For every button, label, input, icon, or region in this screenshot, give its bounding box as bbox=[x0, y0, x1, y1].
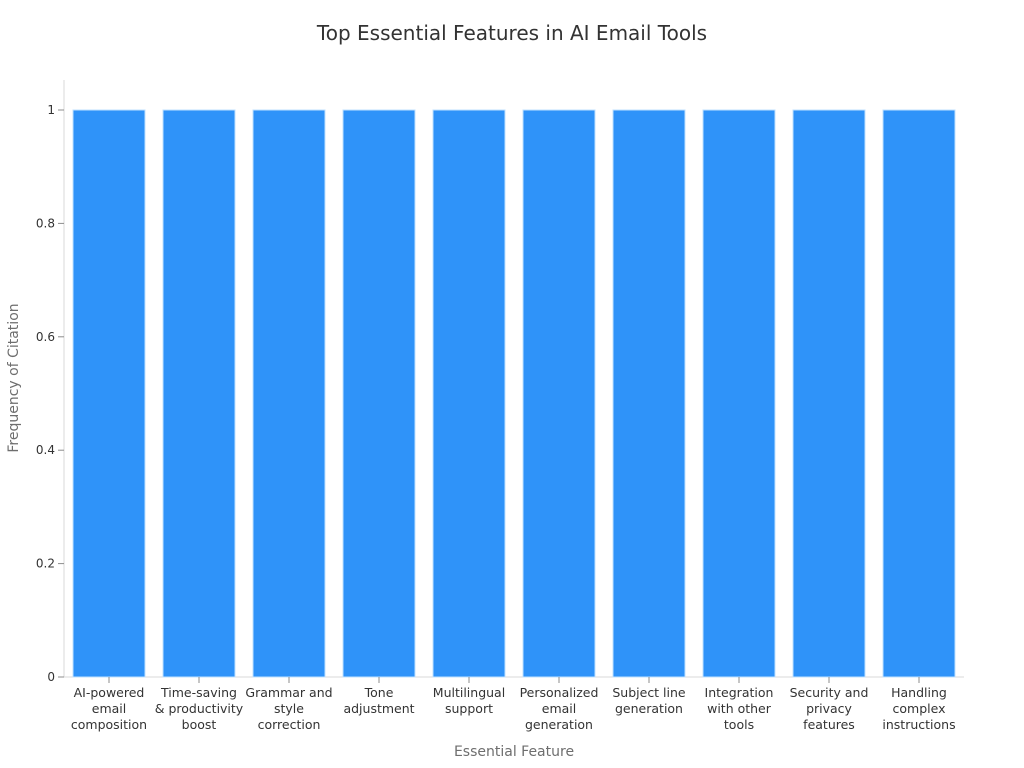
x-tick-label-line: & productivity bbox=[155, 701, 244, 716]
bar bbox=[342, 109, 416, 678]
y-tick-label: 0.6 bbox=[36, 330, 55, 344]
x-tick-label-line: with other bbox=[707, 701, 772, 716]
y-axis-title: Frequency of Citation bbox=[6, 303, 22, 452]
bar bbox=[72, 109, 146, 678]
bar bbox=[882, 109, 956, 678]
bar bbox=[522, 109, 596, 678]
x-tick-label-line: Integration bbox=[705, 685, 774, 700]
x-tick-label: Security and privacy features bbox=[790, 685, 869, 732]
x-tick-label: AI-powered email composition bbox=[71, 685, 147, 732]
x-tick-label-line: instructions bbox=[882, 717, 955, 732]
x-tick-label-line: adjustment bbox=[343, 701, 414, 716]
x-tick-label-line: features bbox=[803, 717, 855, 732]
x-tick-label-line: email bbox=[92, 701, 126, 716]
x-tick-label-line: generation bbox=[525, 717, 593, 732]
x-tick-label-line: Subject line bbox=[612, 685, 686, 700]
bar bbox=[612, 109, 686, 678]
x-tick-label-line: boost bbox=[182, 717, 217, 732]
plot-area: 00.20.40.60.81 AI-powered email compositio… bbox=[36, 80, 964, 732]
y-axis-ticks: 0 0.2 0.4 0.6 0.8 1 bbox=[36, 103, 64, 684]
x-tick-label-line: correction bbox=[258, 717, 321, 732]
x-tick-label-line: Time-saving bbox=[160, 685, 237, 700]
bar bbox=[432, 109, 506, 678]
x-tick-label-line: email bbox=[542, 701, 576, 716]
y-tick-label: 0.4 bbox=[36, 443, 55, 457]
x-axis-title: Essential Feature bbox=[454, 744, 574, 760]
x-tick-label-line: support bbox=[445, 701, 493, 716]
y-tick-label: 0.2 bbox=[36, 557, 55, 571]
x-tick-label-line: Security and bbox=[790, 685, 869, 700]
bar bbox=[702, 109, 776, 678]
bar bbox=[162, 109, 236, 678]
bar bbox=[792, 109, 866, 678]
x-tick-label-line: style bbox=[274, 701, 304, 716]
x-tick-label-line: Personalized bbox=[520, 685, 599, 700]
x-tick-label-line: privacy bbox=[806, 701, 852, 716]
x-tick-label: Time-saving & productivity boost bbox=[155, 685, 244, 732]
x-tick-label-line: AI-powered bbox=[74, 685, 145, 700]
y-tick-label: 0 bbox=[47, 670, 55, 684]
x-tick-label-line: Grammar and bbox=[245, 685, 332, 700]
x-tick-label: Subject line generation bbox=[612, 685, 686, 716]
bar bbox=[252, 109, 326, 678]
x-tick-label-line: tools bbox=[724, 717, 754, 732]
x-tick-label: Tone adjustment bbox=[343, 685, 414, 716]
bars bbox=[72, 109, 956, 678]
y-tick-label: 1 bbox=[47, 103, 55, 117]
x-tick-label-line: Multilingual bbox=[433, 685, 505, 700]
x-tick-label-line: Tone bbox=[364, 685, 394, 700]
chart-title: Top Essential Features in AI Email Tools bbox=[316, 21, 707, 45]
y-tick-label: 0.8 bbox=[36, 216, 55, 230]
x-tick-label-line: generation bbox=[615, 701, 683, 716]
x-tick-label: Handling complex instructions bbox=[882, 685, 955, 732]
x-tick-label-line: complex bbox=[893, 701, 946, 716]
x-tick-label: Integration with other tools bbox=[705, 685, 774, 732]
x-tick-label: Personalized email generation bbox=[520, 685, 599, 732]
x-tick-label-line: composition bbox=[71, 717, 147, 732]
x-tick-label-line: Handling bbox=[891, 685, 947, 700]
x-tick-label: Grammar and style correction bbox=[245, 685, 332, 732]
x-tick-label: Multilingual support bbox=[433, 685, 505, 716]
